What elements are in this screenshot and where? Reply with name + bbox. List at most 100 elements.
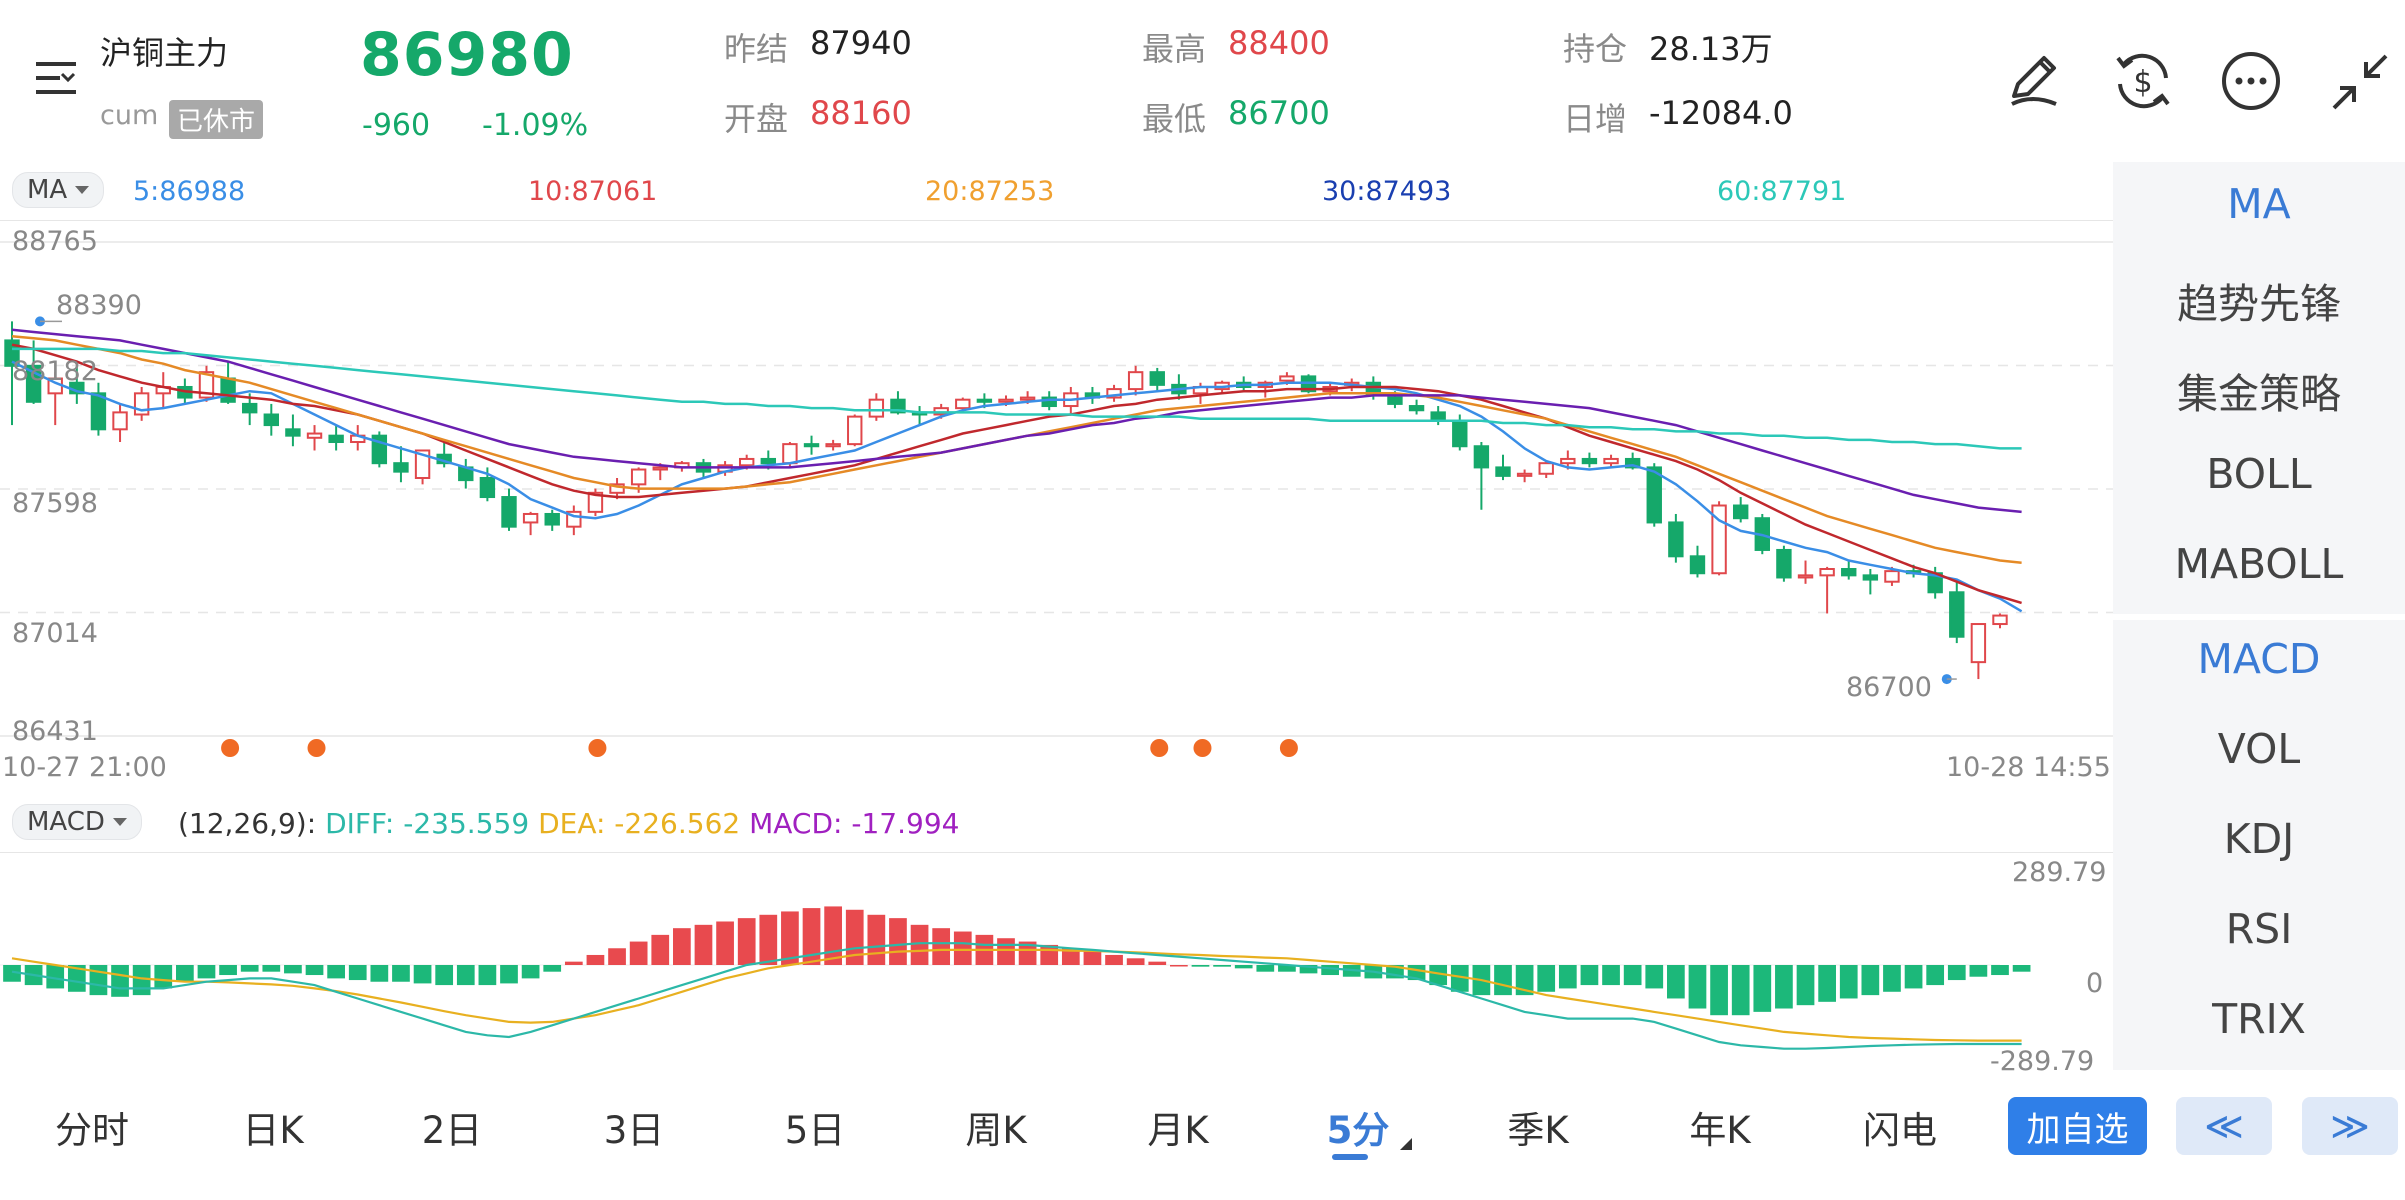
macd-bar	[1861, 965, 1880, 996]
period-tab[interactable]: 季K	[1468, 1100, 1608, 1154]
ma30-line	[11, 328, 2022, 514]
period-tab[interactable]: 年K	[1650, 1100, 1790, 1154]
macd-bar	[1645, 965, 1664, 989]
period-tab[interactable]: 月K	[1108, 1100, 1248, 1154]
macd-bar	[1926, 965, 1945, 986]
macd-bar	[1796, 965, 1815, 1006]
period-tab[interactable]: 周K	[926, 1100, 1066, 1154]
period-tab[interactable]: 日K	[203, 1100, 343, 1154]
macd-bar	[759, 914, 778, 965]
period-tab-label: 3日	[603, 1109, 665, 1152]
candle-body	[522, 512, 539, 524]
currency-cycle-icon[interactable]: $	[2110, 48, 2176, 118]
macd-bar	[781, 911, 799, 965]
period-tab[interactable]: 5分	[1288, 1100, 1428, 1160]
more-icon[interactable]	[2220, 50, 2282, 116]
chevron-down-icon	[112, 818, 127, 826]
candle-body	[1732, 504, 1749, 520]
side-main-item[interactable]: MABOLL	[2174, 540, 2344, 588]
stat-value: -12084.0	[1649, 94, 1793, 132]
macd-bar	[694, 924, 713, 965]
pen-icon[interactable]	[2002, 48, 2066, 116]
candle-body	[1668, 521, 1684, 558]
period-tab-label: 2日	[421, 1109, 483, 1152]
candle-body	[652, 466, 668, 471]
side-main-item[interactable]: BOLL	[2206, 450, 2312, 498]
contract-code: cum	[100, 100, 159, 131]
candle-body	[955, 398, 971, 410]
macd-bar	[435, 965, 454, 986]
macd-bar	[889, 918, 907, 965]
next-button[interactable]: ≫	[2302, 1097, 2398, 1155]
macd-bar	[845, 909, 864, 965]
stat-value: 88400	[1228, 24, 1330, 62]
side-sub-item[interactable]: RSI	[2225, 905, 2293, 953]
period-tab-label: 季K	[1507, 1109, 1569, 1152]
macd-bar	[1126, 958, 1145, 965]
macd-bar	[500, 965, 518, 984]
side-main-item[interactable]: MA	[2227, 180, 2291, 228]
period-tab[interactable]: 分时	[22, 1100, 162, 1154]
macd-bar	[413, 965, 432, 984]
low-price-label: 86700	[1846, 672, 1932, 703]
macd-bar	[824, 906, 842, 965]
side-sub-item[interactable]: KDJ	[2223, 815, 2295, 863]
macd-bar	[89, 965, 108, 996]
ma10-value: 10:87061	[528, 176, 658, 207]
macd-bar	[1947, 965, 1966, 981]
macd-bar	[262, 965, 281, 972]
macd-bar	[240, 965, 259, 972]
candle-body	[1473, 445, 1490, 469]
candle-body	[90, 392, 107, 431]
candlestick-chart[interactable]	[0, 220, 2113, 780]
macd-bar	[1061, 948, 1080, 965]
prev-button[interactable]: ≪	[2176, 1097, 2272, 1155]
side-sub-item[interactable]: MACD	[2197, 635, 2321, 683]
macd-bar	[1494, 965, 1512, 996]
y-tick-4: 87014	[12, 618, 98, 649]
macd-bar	[1537, 965, 1556, 992]
stat-label: 最低	[1142, 100, 1207, 138]
period-tab[interactable]: 2日	[382, 1100, 522, 1154]
sub-indicator-selector[interactable]: MACD	[12, 804, 142, 840]
candle-body	[1970, 623, 1987, 664]
stat-value: 88160	[810, 94, 912, 132]
period-tab-label: 闪电	[1863, 1109, 1937, 1152]
candle-body	[998, 398, 1014, 403]
macd-chart[interactable]	[0, 852, 2113, 1080]
dea-line	[11, 948, 2022, 1042]
candle-body	[306, 432, 323, 439]
macd-bar	[1148, 961, 1167, 965]
side-sub-item[interactable]: VOL	[2217, 725, 2301, 773]
svg-text:$: $	[2133, 65, 2152, 100]
macd-bar	[521, 965, 540, 979]
macd-bar	[543, 965, 562, 972]
side-main-item[interactable]: 集金策略	[2177, 370, 2341, 418]
chevron-down-icon	[75, 186, 90, 194]
add-watchlist-button[interactable]: 加自选	[2008, 1097, 2147, 1155]
period-tab[interactable]: 3日	[564, 1100, 704, 1154]
macd-dea-value: DEA: -226.562	[538, 807, 741, 840]
side-main-item[interactable]: 趋势先锋	[2177, 280, 2341, 328]
candle-body	[1841, 568, 1857, 577]
candle-body	[1149, 371, 1165, 386]
collapse-icon[interactable]	[2330, 52, 2390, 116]
macd-y-mid: 0	[2086, 968, 2104, 999]
macd-bar	[932, 928, 951, 965]
main-indicator-selector[interactable]: MA	[12, 172, 105, 208]
ma5-value: 5:86988	[133, 176, 246, 207]
stat-value: 86700	[1228, 94, 1330, 132]
macd-bar	[1558, 965, 1577, 989]
macd-params: (12,26,9):	[178, 807, 317, 840]
period-tab[interactable]: 5日	[745, 1100, 885, 1154]
side-sub-item[interactable]: TRIX	[2212, 995, 2306, 1043]
ma30-value: 30:87493	[1322, 176, 1452, 207]
menu-icon[interactable]	[34, 60, 78, 104]
macd-bar	[284, 965, 302, 974]
y-tick-3: 87598	[12, 488, 98, 519]
macd-bar	[1883, 965, 1901, 992]
macd-bar	[1731, 965, 1750, 1016]
period-tab[interactable]: 闪电	[1830, 1100, 1970, 1154]
x-end-label: 10-28 14:55	[1946, 752, 2111, 783]
signal-dot	[221, 739, 240, 757]
